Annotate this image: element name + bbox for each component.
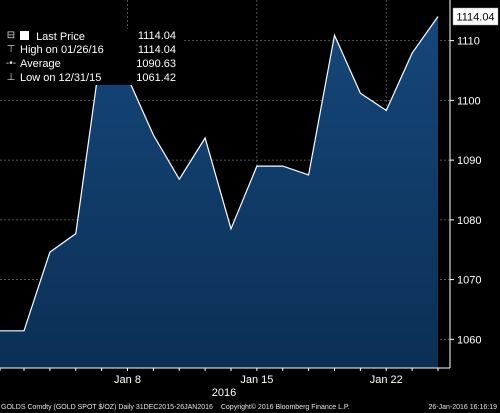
- legend-item-high: ⊤ High on 01/26/16 1114.04: [0, 43, 182, 57]
- expand-icon: ⊟: [6, 30, 16, 41]
- y-tick-label: 1100: [457, 95, 481, 107]
- last-value-label: 1114.04: [456, 12, 494, 24]
- average-marker-icon: -•-: [5, 58, 17, 69]
- footer-copyright: Copyright© 2016 Bloomberg Finance L.P.: [220, 404, 350, 411]
- high-marker-icon: ⊤: [6, 44, 16, 55]
- chart-footer: GOLDS Comdty (GOLD SPOT $/OZ) Daily 31DE…: [1, 402, 499, 413]
- x-tick-label: Jan 22: [370, 374, 403, 386]
- legend-item-average: -•- Average 1090.63: [0, 57, 182, 71]
- y-tick-label: 1080: [457, 215, 481, 227]
- y-tick-label: 1060: [457, 334, 481, 346]
- x-axis-title: 2016: [212, 387, 236, 399]
- x-tick-label: Jan 8: [114, 374, 141, 386]
- legend-item-last-price: ⊟ Last Price 1114.04: [0, 29, 182, 43]
- series-area: [0, 16, 438, 368]
- legend-value: 1114.04: [137, 30, 176, 42]
- series-line: [0, 16, 439, 332]
- footer-ticker: GOLDS Comdty (GOLD SPOT $/OZ) Daily 31DE…: [1, 404, 213, 411]
- legend-item-low: ⊥ Low on 12/31/15 1061.42: [0, 71, 182, 85]
- y-tick-label: 1090: [457, 155, 481, 167]
- legend-value: 1090.63: [136, 58, 176, 70]
- y-tick-label: 1070: [457, 275, 481, 287]
- legend-label: Average: [20, 58, 61, 70]
- x-tick-label: Jan 15: [240, 374, 273, 386]
- last-value-tag: 1114.04: [452, 7, 499, 26]
- legend-label: Low on 12/31/15: [20, 72, 102, 84]
- legend-value: 1114.04: [137, 44, 176, 56]
- y-tick-label: 1110: [457, 36, 480, 48]
- y-axis-ticks: 1060 1070 1080 1090 1100 1110: [450, 36, 481, 346]
- footer-timestamp: 26-Jan-2016 16:16:19: [428, 404, 498, 411]
- legend-value: 1061.42: [136, 72, 176, 84]
- legend-label: Last Price: [36, 31, 85, 43]
- last-price-swatch-icon: [20, 31, 29, 40]
- legend-label: High on 01/26/16: [20, 44, 104, 56]
- legend: ⊟ Last Price 1114.04 ⊤ High on 01/26/16 …: [0, 29, 182, 85]
- low-marker-icon: ⊥: [6, 72, 16, 83]
- x-axis-ticks: Jan 8 Jan 15 Jan 22: [0, 368, 439, 386]
